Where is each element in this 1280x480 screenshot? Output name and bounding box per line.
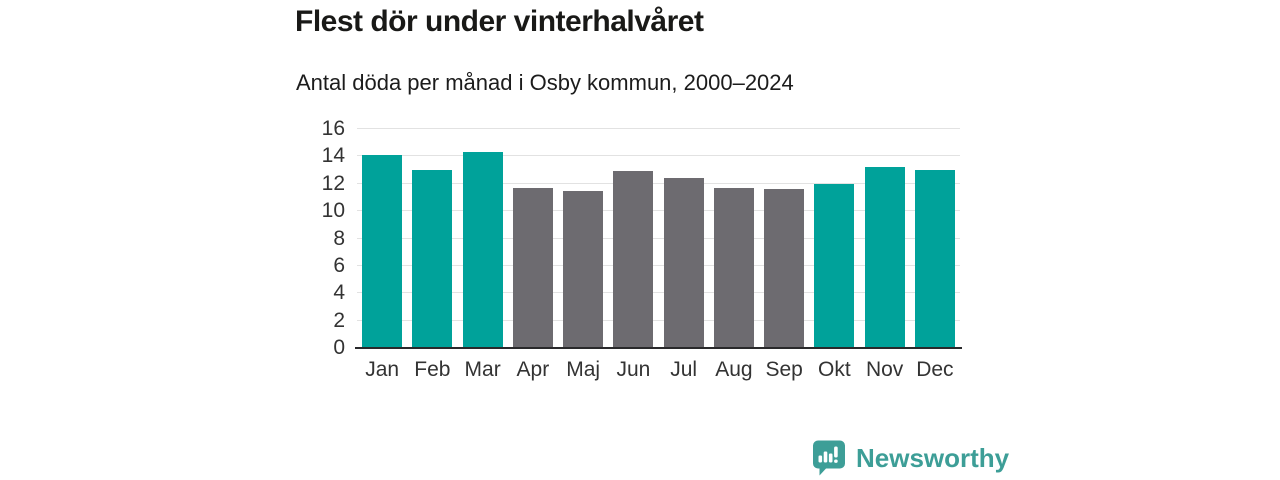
- x-tick-label-Feb: Feb: [414, 358, 451, 381]
- bar-slot-Apr: [508, 129, 558, 348]
- x-tick-label-Aug: Aug: [715, 358, 753, 381]
- bar-Apr: [512, 187, 553, 348]
- x-tick-label-Mar: Mar: [464, 358, 501, 381]
- bar-slot-Maj: [558, 129, 608, 348]
- y-tick-label-16: 16: [321, 117, 345, 140]
- y-axis: 0 2 4 6 8 10 12 14 16: [295, 117, 345, 359]
- gridline-12: [357, 182, 960, 184]
- x-tick-label-Nov: Nov: [865, 358, 904, 381]
- x-tick-label-Dec: Dec: [916, 358, 954, 381]
- chart-figure: Flest dör under vinterhalvåret Antal död…: [295, 0, 1009, 480]
- bar-slot-Jun: [608, 129, 658, 348]
- y-tick-label-4: 4: [333, 281, 345, 305]
- bar-slot-Feb: [407, 129, 457, 348]
- bar-slot-Jan: [357, 129, 407, 348]
- x-axis: Jan Feb Mar Apr Maj Jun Jul Aug Sep Okt Nov Dec: [357, 357, 960, 383]
- bar-Aug: [713, 187, 754, 348]
- bar-slot-Jul: [659, 129, 709, 348]
- y-tick-label-14: 14: [321, 144, 345, 168]
- bar-slot-Okt: [809, 129, 859, 348]
- chart-subtitle: Antal döda per månad i Osby kommun, 2000…: [296, 70, 794, 95]
- y-tick-label-0: 0: [333, 336, 345, 359]
- y-tick-label-8: 8: [333, 226, 345, 250]
- bar-Jan: [362, 155, 403, 348]
- plot-area: [355, 128, 962, 349]
- bar-Sep: [764, 189, 805, 348]
- bar-slot-Dec: [910, 129, 960, 348]
- bar-Okt: [814, 183, 855, 348]
- newsworthy-logo: Newsworthy: [811, 439, 1009, 477]
- gridline-10: [357, 210, 960, 212]
- gridline-4: [357, 292, 960, 294]
- gridline-14: [357, 155, 960, 157]
- y-tick-label-12: 12: [321, 171, 345, 195]
- bar-Maj: [563, 190, 604, 348]
- x-tick-label-Maj: Maj: [566, 358, 601, 381]
- bar-slot-Mar: [458, 129, 508, 348]
- bar-slot-Nov: [860, 129, 910, 348]
- y-tick-label-6: 6: [333, 253, 345, 277]
- newsworthy-logo-icon: [811, 439, 847, 477]
- bar-slot-Sep: [759, 129, 809, 348]
- x-tick-label-Apr: Apr: [516, 358, 550, 381]
- gridline-16: [357, 128, 960, 129]
- bar-slot-Aug: [709, 129, 759, 348]
- newsworthy-logo-text: Newsworthy: [856, 442, 1010, 473]
- x-tick-label-Okt: Okt: [818, 358, 851, 381]
- gridline-6: [357, 264, 960, 266]
- x-tick-label-Jun: Jun: [616, 358, 651, 381]
- gridline-2: [357, 319, 960, 321]
- y-tick-label-2: 2: [333, 308, 345, 332]
- bar-Mar: [462, 152, 503, 348]
- bar-Feb: [412, 170, 453, 348]
- y-tick-label-10: 10: [321, 199, 345, 223]
- chart-title: Flest dör under vinterhalvåret: [295, 5, 704, 38]
- bar-Jun: [613, 171, 654, 348]
- gridline-8: [357, 237, 960, 239]
- x-tick-label-Jan: Jan: [365, 358, 400, 381]
- x-tick-label-Sep: Sep: [765, 358, 803, 381]
- x-axis-baseline: [355, 347, 962, 349]
- bar-series: [357, 129, 960, 348]
- bar-Dec: [914, 170, 955, 348]
- x-tick-label-Jul: Jul: [670, 358, 698, 381]
- bar-Nov: [864, 167, 905, 348]
- bar-Jul: [663, 178, 704, 348]
